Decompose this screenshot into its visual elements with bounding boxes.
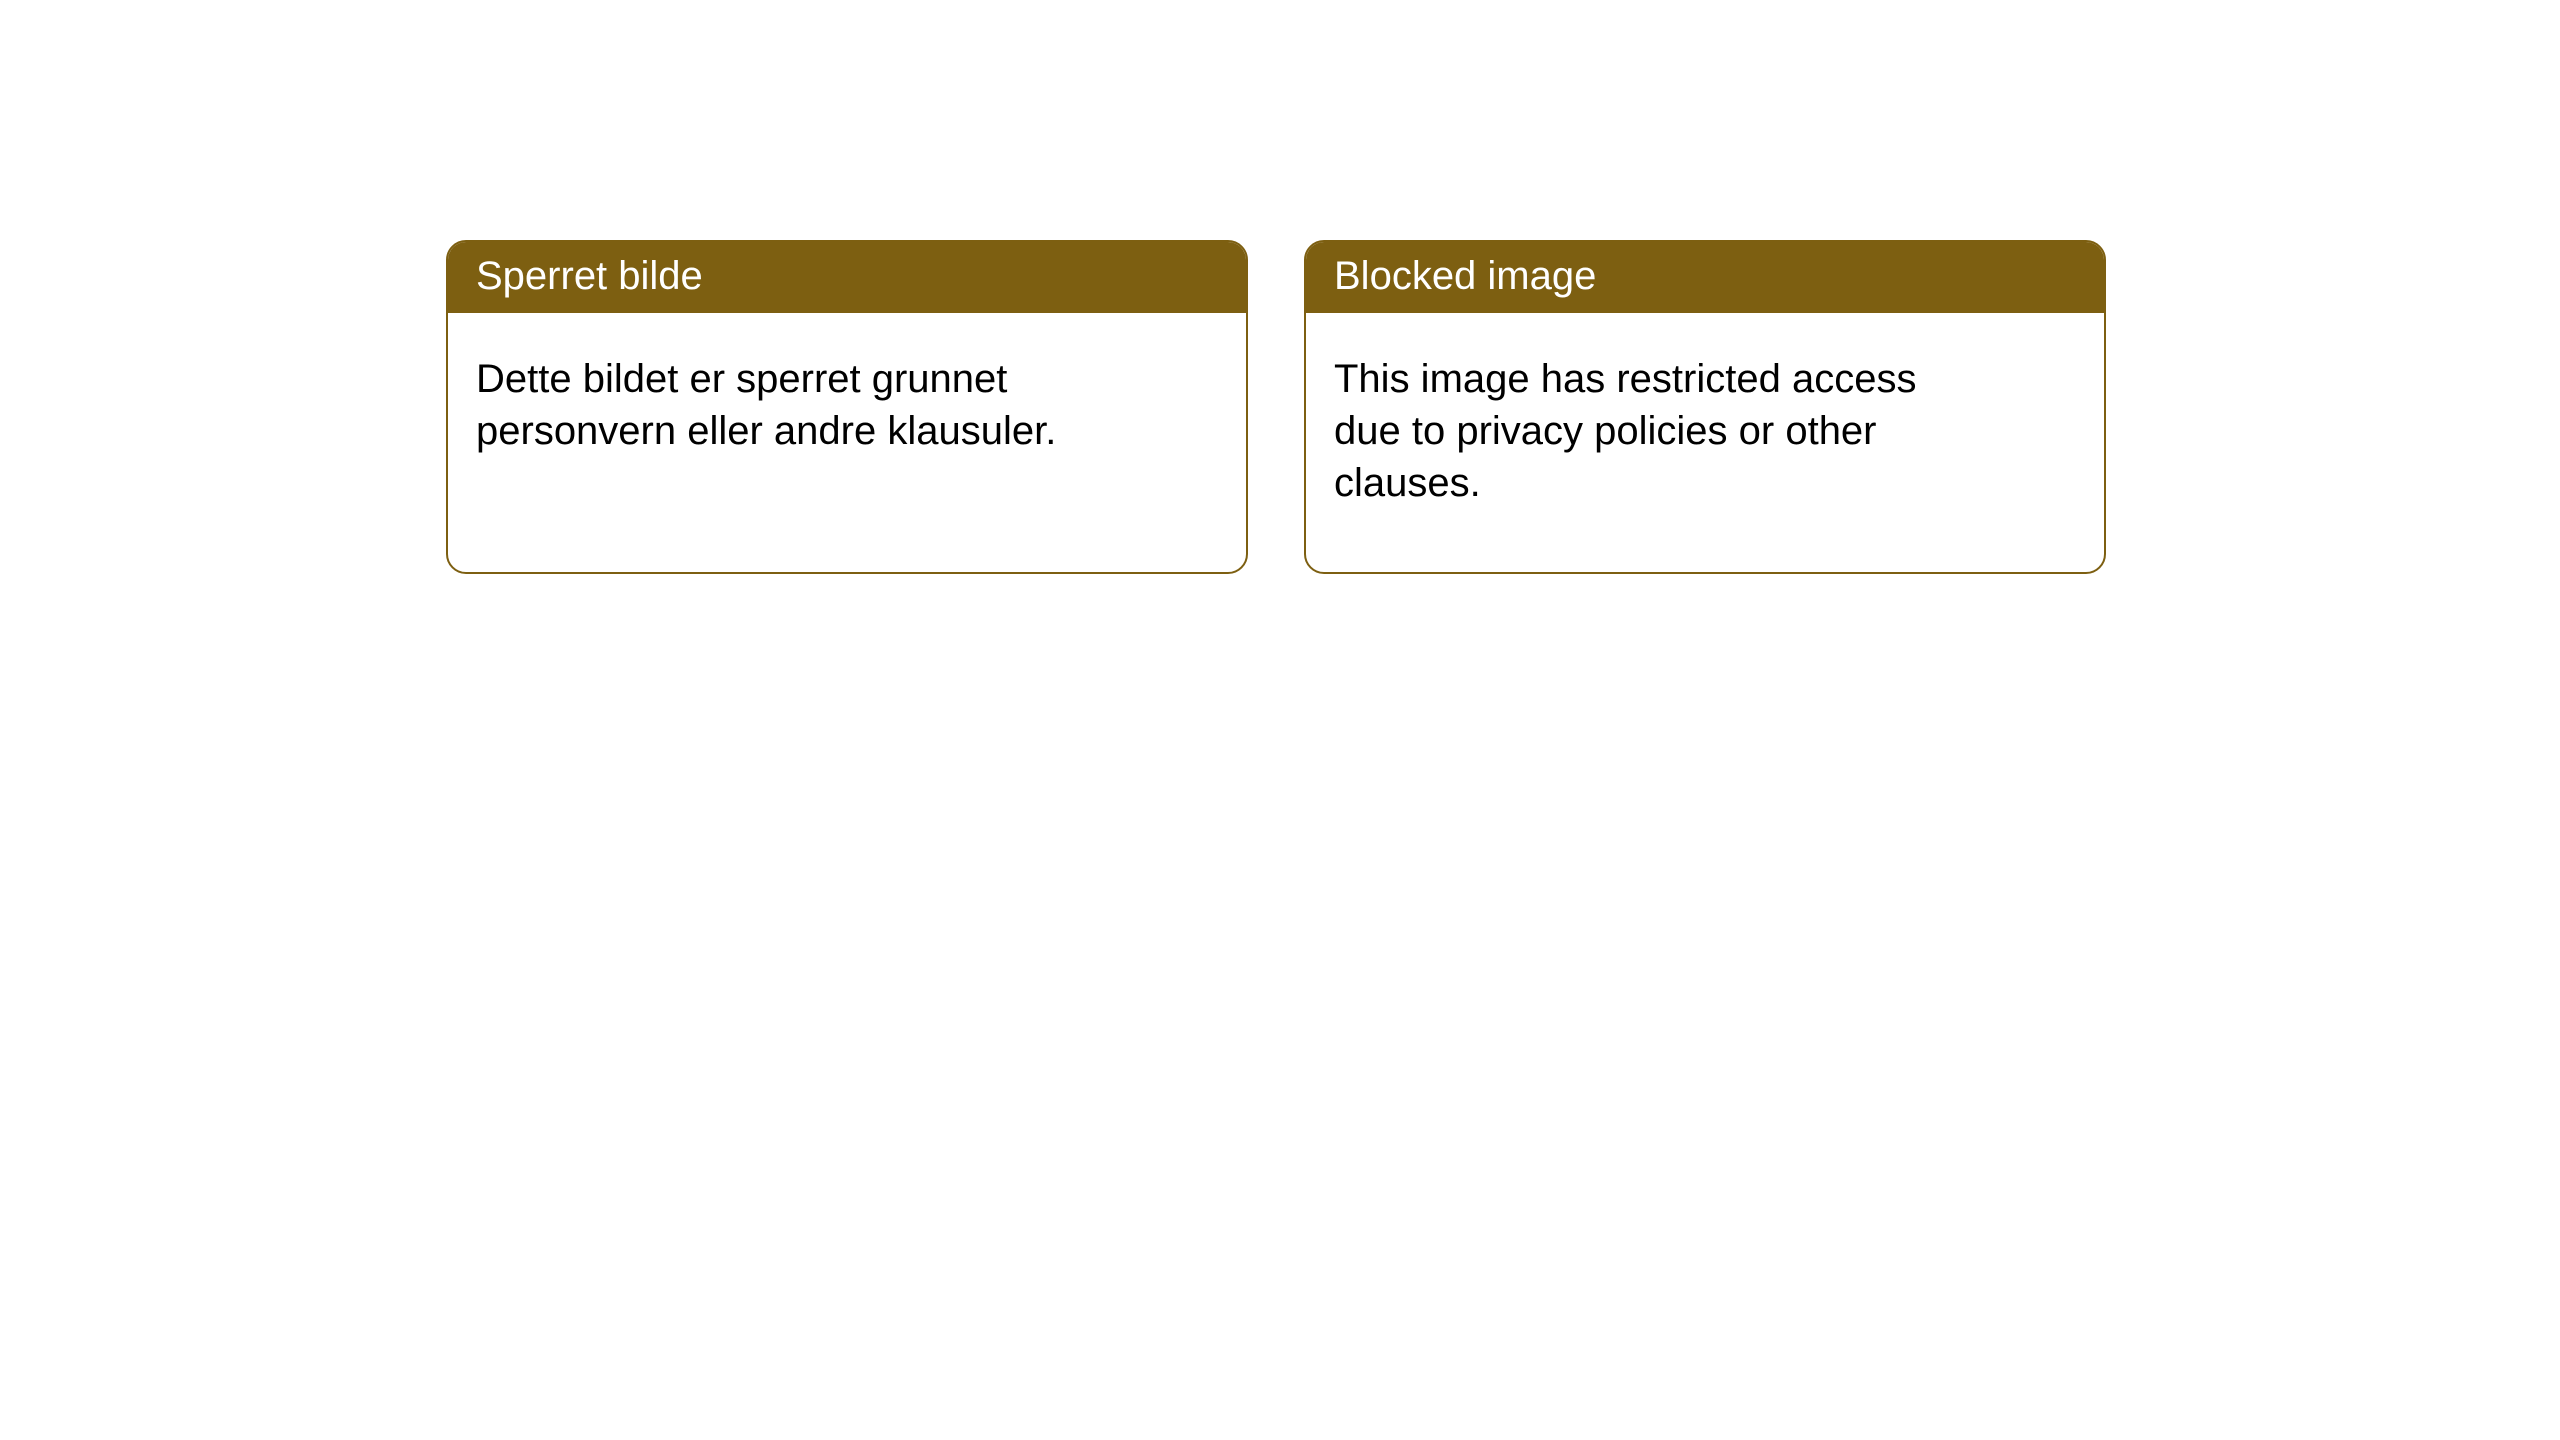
- card-title: Blocked image: [1334, 254, 1596, 298]
- card-message: Dette bildet er sperret grunnet personve…: [476, 357, 1056, 453]
- card-body: Dette bildet er sperret grunnet personve…: [448, 313, 1148, 485]
- card-header: Sperret bilde: [448, 242, 1246, 313]
- card-header: Blocked image: [1306, 242, 2104, 313]
- notice-card-norwegian: Sperret bilde Dette bildet er sperret gr…: [446, 240, 1248, 574]
- card-title: Sperret bilde: [476, 254, 703, 298]
- notice-container: Sperret bilde Dette bildet er sperret gr…: [0, 0, 2560, 574]
- notice-card-english: Blocked image This image has restricted …: [1304, 240, 2106, 574]
- card-body: This image has restricted access due to …: [1306, 313, 2006, 537]
- card-message: This image has restricted access due to …: [1334, 357, 1916, 505]
